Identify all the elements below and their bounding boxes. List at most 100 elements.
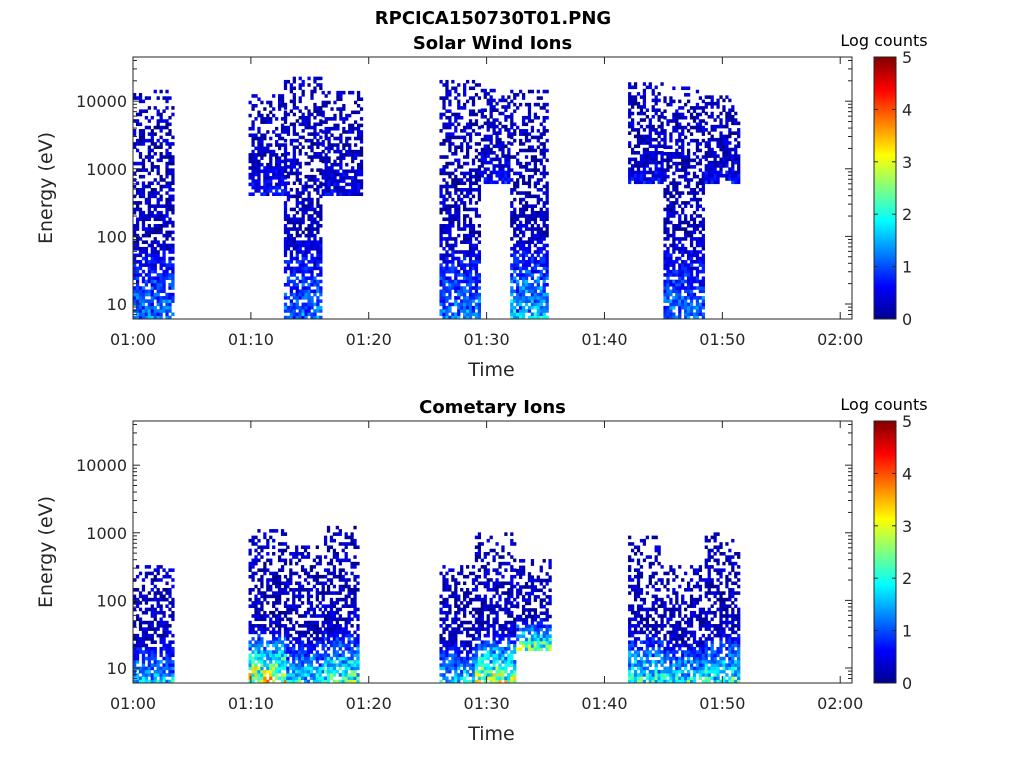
heatmap-cell	[248, 565, 252, 569]
heatmap-cell	[536, 138, 540, 143]
heatmap-cell	[448, 253, 452, 258]
heatmap-cell	[289, 109, 294, 113]
heatmap-cell	[141, 666, 146, 671]
heatmap-cell	[313, 115, 317, 120]
heatmap-cell	[439, 233, 443, 238]
heatmap-cell	[277, 156, 282, 160]
heatmap-cell	[701, 207, 705, 212]
heatmap-cell	[648, 154, 652, 158]
heatmap-cell	[681, 112, 685, 117]
heatmap-cell	[695, 224, 700, 228]
heatmap-cell	[269, 189, 273, 193]
heatmap-cell	[342, 156, 346, 160]
heatmap-cell	[286, 545, 290, 550]
heatmap-cell	[663, 243, 667, 248]
heatmap-cell	[672, 263, 676, 267]
heatmap-cell	[156, 230, 160, 235]
heatmap-cell	[483, 88, 487, 93]
heatmap-cell	[159, 624, 163, 628]
heatmap-burst-3	[283, 76, 323, 320]
heatmap-cell	[141, 627, 146, 631]
heatmap-cell	[153, 660, 157, 664]
heatmap-cell	[672, 184, 676, 189]
heatmap-cell	[477, 168, 482, 172]
heatmap-cell	[686, 201, 691, 205]
heatmap-cell	[707, 177, 711, 181]
heatmap-cell	[451, 181, 455, 186]
heatmap-cell	[686, 158, 691, 163]
heatmap-cell	[678, 246, 682, 251]
heatmap-cell	[283, 679, 288, 684]
heatmap-cell	[133, 643, 137, 648]
heatmap-cell	[159, 279, 163, 284]
heatmap-cell	[486, 147, 490, 152]
heatmap-cell	[533, 292, 537, 297]
heatmap-cell	[248, 159, 252, 164]
heatmap-cell	[313, 227, 317, 231]
heatmap-cell	[460, 165, 464, 169]
heatmap-cell	[675, 165, 679, 169]
heatmap-cell	[138, 96, 143, 100]
heatmap-cell	[684, 214, 688, 218]
heatmap-cell	[663, 260, 667, 264]
heatmap-cell	[292, 643, 296, 648]
heatmap-cell	[319, 112, 323, 117]
heatmap-cell	[336, 185, 340, 190]
heatmap-cell	[660, 131, 664, 135]
heatmap-cell	[695, 155, 700, 159]
heatmap-cell	[133, 650, 137, 654]
heatmap-cell	[150, 286, 154, 290]
heatmap-cell	[133, 240, 137, 244]
heatmap-cell	[489, 170, 493, 175]
heatmap-cell	[642, 98, 647, 103]
heatmap-cell	[135, 289, 140, 294]
heatmap-cell	[251, 656, 255, 661]
heatmap-cell	[642, 82, 647, 86]
heatmap-cell	[283, 146, 288, 151]
heatmap-cell	[645, 85, 649, 90]
heatmap-cell	[159, 315, 163, 320]
heatmap-cell	[165, 653, 169, 658]
heatmap-cell	[675, 112, 679, 117]
heatmap-cell	[692, 138, 697, 143]
heatmap-cell	[695, 302, 700, 307]
heatmap-cell	[530, 174, 535, 179]
heatmap-cell	[542, 191, 546, 195]
heatmap-cell	[138, 109, 143, 113]
heatmap-cell	[681, 253, 685, 258]
heatmap-cell	[681, 279, 685, 284]
heatmap-cell	[301, 302, 305, 307]
heatmap-cell	[295, 106, 299, 110]
heatmap-cell	[313, 132, 317, 136]
heatmap-cell	[292, 292, 296, 297]
heatmap-cell	[295, 194, 299, 199]
heatmap-cell	[442, 230, 446, 235]
heatmap-cell	[306, 594, 311, 599]
heatmap-cell	[138, 132, 143, 136]
heatmap-cell	[309, 627, 314, 631]
heatmap-cell	[266, 663, 270, 667]
heatmap-cell	[510, 302, 514, 307]
heatmap-cell	[277, 568, 282, 572]
heatmap-cell	[684, 233, 688, 238]
heatmap-cell	[701, 260, 705, 264]
heatmap-cell	[477, 256, 482, 261]
heatmap-cell	[633, 82, 638, 86]
heatmap-cell	[171, 106, 175, 110]
heatmap-cell	[454, 296, 458, 300]
heatmap-cell	[295, 220, 299, 225]
heatmap-cell	[289, 256, 294, 261]
heatmap-cell	[159, 174, 163, 179]
heatmap-cell	[260, 604, 264, 608]
heatmap-cell	[545, 315, 549, 320]
heatmap-cell	[333, 179, 337, 183]
heatmap-cell	[292, 282, 296, 287]
heatmap-cell	[295, 669, 299, 674]
heatmap-cell	[359, 133, 364, 138]
heatmap-cell	[295, 168, 299, 172]
heatmap-cell	[307, 112, 311, 117]
heatmap-cell	[445, 197, 449, 202]
heatmap-cell	[263, 532, 267, 536]
heatmap-cell	[460, 129, 464, 133]
heatmap-cell	[257, 166, 261, 170]
